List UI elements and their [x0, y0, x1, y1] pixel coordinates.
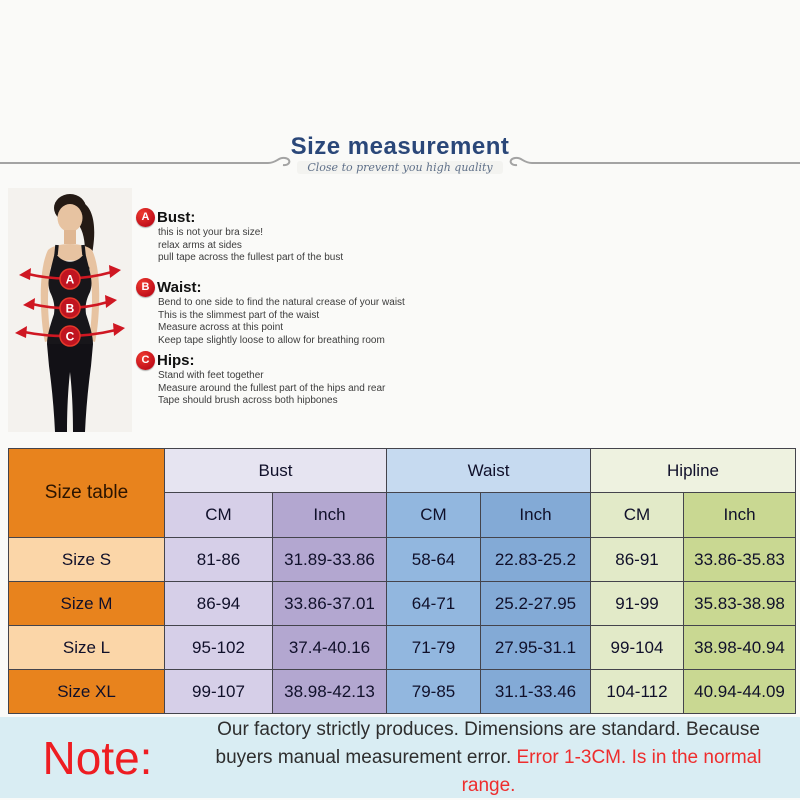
- table-cell: 38.98-42.13: [272, 669, 387, 714]
- note-banner: Note: Our factory strictly produces. Dim…: [0, 717, 800, 798]
- unit-header-cell: Inch: [682, 492, 797, 538]
- table-cell: 81-86: [164, 537, 273, 582]
- svg-text:A: A: [66, 273, 75, 287]
- instruction-line: pull tape across the fullest part of the…: [158, 252, 344, 264]
- table-row: Size M 86-94 33.86-37.01 64-71 25.2-27.9…: [8, 581, 797, 626]
- instruction-title: Bust:: [157, 209, 196, 226]
- instruction-line: relax arms at sides: [158, 239, 242, 251]
- instruction-bust: A Bust: this is not your bra size! relax…: [136, 208, 466, 265]
- table-cell: 99-104: [590, 625, 684, 670]
- table-cell: 31.89-33.86: [272, 537, 387, 582]
- svg-text:C: C: [66, 330, 75, 344]
- unit-header-cell: CM: [164, 492, 273, 538]
- table-cell: 99-107: [164, 669, 273, 714]
- table-cell: 27.95-31.1: [480, 625, 591, 670]
- table-cell: 86-94: [164, 581, 273, 626]
- note-text-dark: Our factory strictly produces. Dimension…: [215, 718, 760, 768]
- table-cell: 31.1-33.46: [480, 669, 591, 714]
- instruction-line: Tape should brush across both hipbones: [158, 395, 338, 407]
- table-cell: 104-112: [590, 669, 684, 714]
- unit-header-cell: CM: [590, 492, 684, 538]
- table-cell: 22.83-25.2: [480, 537, 591, 582]
- size-table: Size table Bust Waist Hipline CM Inch CM…: [8, 448, 797, 714]
- table-corner-cell: Size table: [8, 448, 165, 538]
- model-figure: A B C: [8, 188, 132, 432]
- table-row: Size XL 99-107 38.98-42.13 79-85 31.1-33…: [8, 669, 797, 714]
- instruction-line: Measure around the fullest part of the h…: [158, 382, 386, 394]
- size-label-cell: Size XL: [8, 669, 165, 714]
- table-cell: 91-99: [590, 581, 684, 626]
- table-cell: 64-71: [386, 581, 481, 626]
- table-cell: 71-79: [386, 625, 481, 670]
- marker-c-icon: C: [136, 351, 155, 370]
- size-label-cell: Size M: [8, 581, 165, 626]
- instruction-line: Measure across at this point: [158, 322, 284, 334]
- page-subtitle: Close to prevent you high quality: [0, 161, 800, 174]
- unit-header-cell: Inch: [480, 492, 591, 538]
- divider-flourish-right: [509, 156, 800, 167]
- table-cell: 33.86-37.01: [272, 581, 387, 626]
- table-cell: 37.4-40.16: [272, 625, 387, 670]
- table-cell: 58-64: [386, 537, 481, 582]
- column-group-waist: Waist: [386, 448, 591, 493]
- unit-header-cell: CM: [386, 492, 481, 538]
- table-cell: 86-91: [590, 537, 684, 582]
- table-cell: 79-85: [386, 669, 481, 714]
- header: Size measurement Close to prevent you hi…: [0, 131, 800, 177]
- marker-a-icon: A: [136, 208, 155, 227]
- instruction-title: Waist:: [157, 279, 202, 296]
- instruction-line: Stand with feet together: [158, 370, 264, 381]
- waist-arrow-icon: B: [23, 295, 117, 319]
- svg-text:B: B: [66, 302, 75, 316]
- unit-header-cell: Inch: [272, 492, 387, 538]
- instruction-line: Keep tape slightly loose to allow for br…: [158, 334, 385, 346]
- column-group-hipline: Hipline: [589, 448, 797, 493]
- instruction-hips: C Hips: Stand with feet together Measure…: [136, 351, 466, 408]
- hips-arrow-icon: C: [15, 323, 125, 347]
- table-cell: 33.86-35.83: [682, 537, 797, 582]
- instruction-line: This is the slimmest part of the waist: [158, 309, 320, 321]
- instruction-line: Bend to one side to find the natural cre…: [158, 297, 405, 308]
- size-label-cell: Size S: [8, 537, 165, 582]
- instruction-title: Hips:: [157, 352, 195, 369]
- note-text-red: Error 1-3CM. Is in the normal range.: [461, 746, 762, 796]
- marker-b-icon: B: [136, 278, 155, 297]
- bust-arrow-icon: A: [19, 265, 121, 290]
- table-row: Size S 81-86 31.89-33.86 58-64 22.83-25.…: [8, 537, 797, 582]
- table-cell: 40.94-44.09: [682, 669, 797, 714]
- table-row: Size L 95-102 37.4-40.16 71-79 27.95-31.…: [8, 625, 797, 670]
- instruction-line: this is not your bra size!: [158, 227, 264, 238]
- instruction-waist: B Waist: Bend to one side to find the na…: [136, 278, 466, 347]
- divider-flourish-left: [0, 156, 291, 167]
- table-cell: 95-102: [164, 625, 273, 670]
- note-label: Note:: [42, 731, 153, 784]
- note-text: Our factory strictly produces. Dimension…: [195, 716, 800, 800]
- table-cell: 25.2-27.95: [480, 581, 591, 626]
- page-title: Size measurement: [290, 133, 510, 160]
- table-cell: 38.98-40.94: [682, 625, 797, 670]
- column-group-bust: Bust: [164, 448, 387, 493]
- table-cell: 35.83-38.98: [682, 581, 797, 626]
- size-label-cell: Size L: [8, 625, 165, 670]
